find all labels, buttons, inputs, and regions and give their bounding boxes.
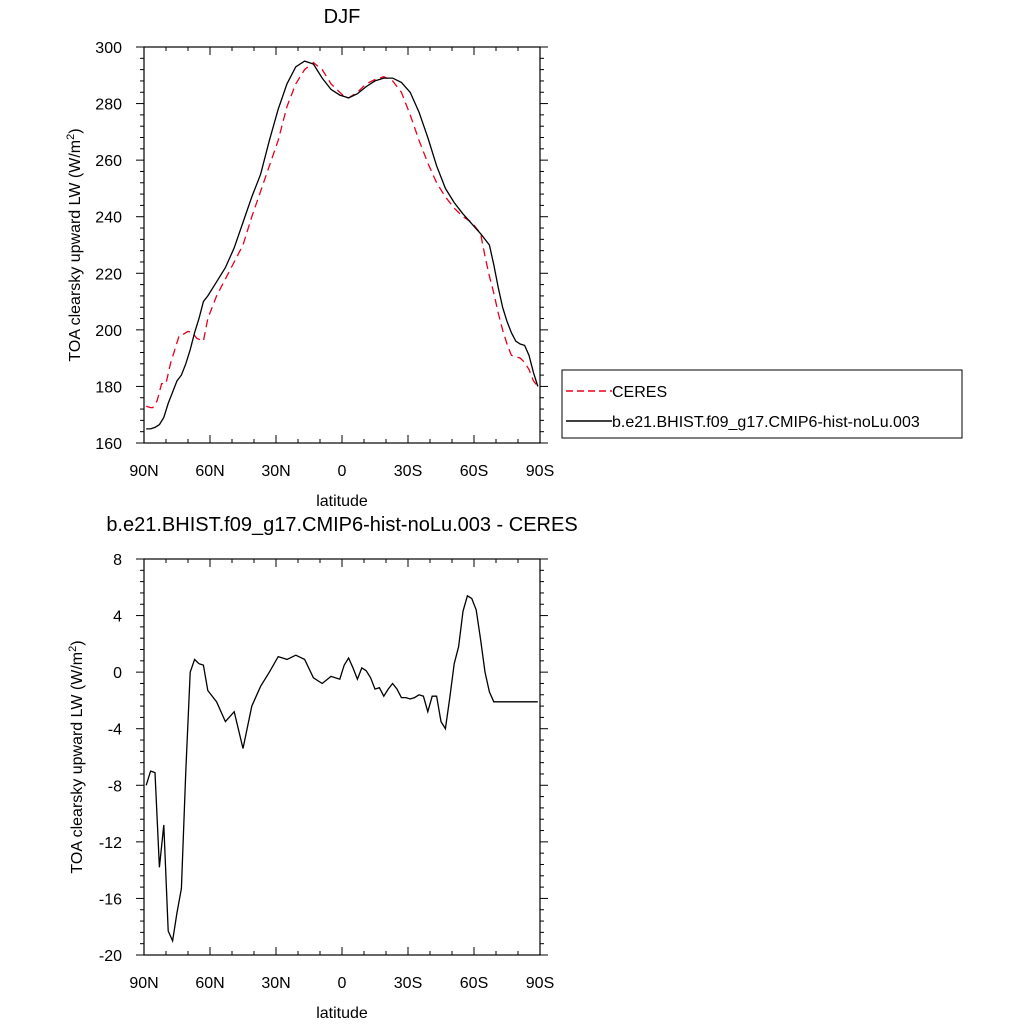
- bottom-y-axis-label: TOA clearsky upward LW (W/m2): [67, 640, 86, 873]
- bottom-y-tick-label: -4: [108, 722, 122, 739]
- legend: CERES b.e21.BHIST.f09_g17.CMIP6-hist-noL…: [561, 369, 963, 439]
- top-x-tick-label: 90N: [129, 463, 158, 480]
- bottom-x-tick-label: 0: [338, 975, 347, 992]
- top-y-tick-label: 260: [95, 153, 122, 170]
- top-x-tick-label: 90S: [526, 463, 554, 480]
- top-x-axis-label: latitude: [316, 493, 368, 510]
- bottom-x-tick-label: 30N: [261, 975, 290, 992]
- bottom-x-tick-label: 60S: [460, 975, 488, 992]
- top-x-tick-label: 60N: [195, 463, 224, 480]
- top-y-tick-label: 200: [95, 323, 122, 340]
- bottom-y-tick-label: -16: [99, 891, 122, 908]
- top-axis-ticks: 90N 60N 30N 0 30S 60S 90S 160 180 200 220 240 260 280…: [95, 40, 554, 480]
- top-y-tick-label: 300: [95, 40, 122, 57]
- bottom-y-tick-label: 8: [113, 552, 122, 569]
- bottom-x-tick-label: 60N: [195, 975, 224, 992]
- top-x-tick-label: 0: [338, 463, 347, 480]
- top-plot-frame: [143, 46, 541, 444]
- bottom-series-line-0: [145, 594, 538, 944]
- bottom-y-tick-label: 0: [113, 665, 122, 682]
- top-chart-title: DJF: [324, 6, 361, 28]
- bottom-y-tick-label: -12: [99, 835, 122, 852]
- bottom-plot-frame: [143, 558, 541, 956]
- bottom-y-tick-label: -8: [108, 778, 122, 795]
- legend-label-ceres: CERES: [612, 384, 667, 401]
- top-x-tick-label: 60S: [460, 463, 488, 480]
- top-y-tick-label: 180: [95, 379, 122, 396]
- top-y-axis-label: TOA clearsky upward LW (W/m2): [65, 128, 84, 361]
- legend-label-model: b.e21.BHIST.f09_g17.CMIP6-hist-noLu.003: [612, 414, 920, 431]
- top-series-line-0: [146, 61, 539, 409]
- top-y-tick-label: 160: [95, 436, 122, 453]
- bottom-chart-title: b.e21.BHIST.f09_g17.CMIP6-hist-noLu.003 …: [106, 514, 577, 536]
- bottom-x-tick-label: 90N: [129, 975, 158, 992]
- top-series-group: [146, 60, 539, 430]
- top-x-tick-label: 30N: [261, 463, 290, 480]
- bottom-axis-ticks: 90N 60N 30N 0 30S 60S 90S -20 -16 -12 -8 -4 0 4 8: [99, 552, 554, 992]
- top-series-line-1: [146, 60, 539, 430]
- bottom-panel: b.e21.BHIST.f09_g17.CMIP6-hist-noLu.003 …: [67, 514, 578, 1022]
- top-y-tick-label: 240: [95, 210, 122, 227]
- bottom-x-axis-label: latitude: [316, 1005, 368, 1022]
- bottom-series-group: [145, 594, 538, 944]
- top-y-tick-label: 280: [95, 97, 122, 114]
- bottom-y-tick-label: -20: [99, 948, 122, 965]
- legend-box: [561, 369, 963, 439]
- top-panel: DJF 90N 60N 30N 0 30S 60S 90S 160 180 200 220 240 26…: [65, 6, 963, 510]
- bottom-x-tick-label: 30S: [394, 975, 422, 992]
- top-x-tick-label: 30S: [394, 463, 422, 480]
- bottom-y-tick-label: 4: [113, 609, 122, 626]
- bottom-x-tick-label: 90S: [526, 975, 554, 992]
- top-y-tick-label: 220: [95, 266, 122, 283]
